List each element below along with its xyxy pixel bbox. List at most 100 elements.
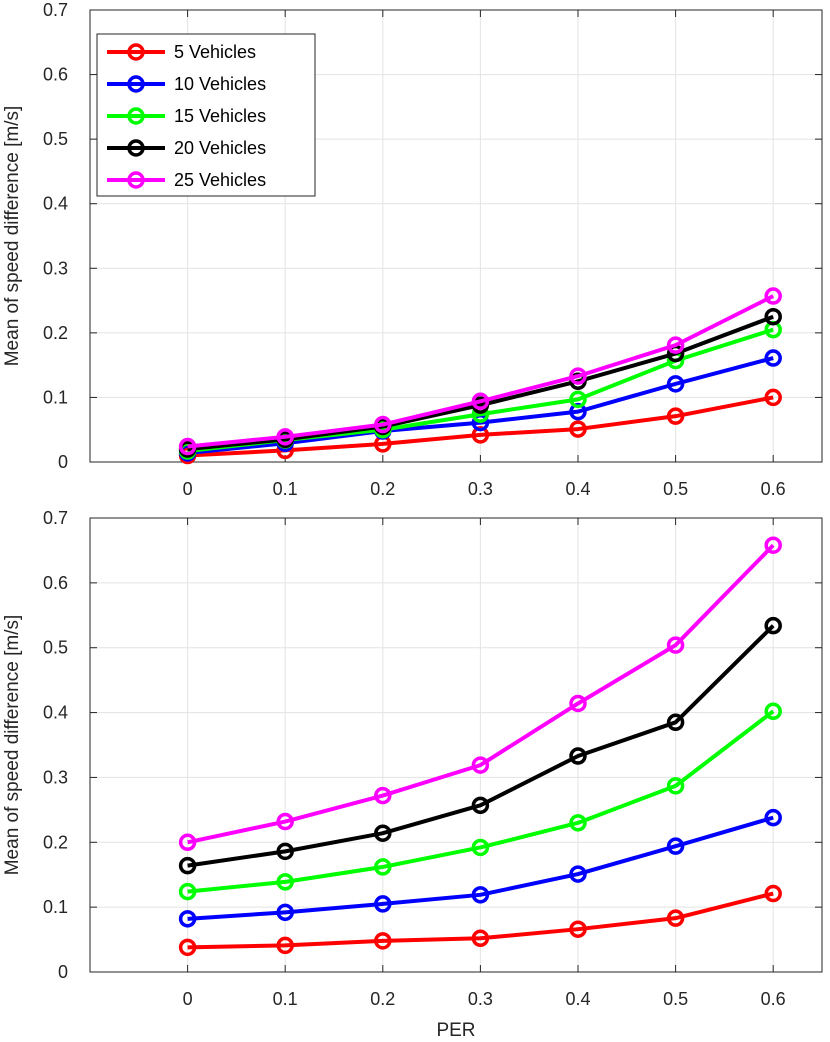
data-point bbox=[276, 812, 294, 831]
data-point bbox=[764, 307, 782, 326]
data-point bbox=[666, 336, 685, 354]
y-tick-label: 0.1 bbox=[43, 387, 68, 407]
series-line bbox=[187, 891, 774, 950]
data-point bbox=[178, 437, 197, 456]
y-tick-label: 0.2 bbox=[43, 832, 68, 852]
legend-label: 15 Vehicles bbox=[174, 106, 266, 126]
data-point bbox=[666, 777, 685, 795]
x-tick-label: 0.2 bbox=[370, 989, 395, 1009]
y-axis-label: Mean of speed difference [m/s] bbox=[2, 615, 23, 876]
data-point bbox=[569, 747, 587, 765]
chart-bottom: 0 0.1 0.2 0.3 0.4 0.5 0.6 0 0.1 0.2 0.3 0.4 0.5 0.6 0.… bbox=[2, 508, 823, 1041]
data-point bbox=[569, 420, 587, 438]
x-tick-label: 0.3 bbox=[468, 989, 493, 1009]
data-point bbox=[374, 858, 392, 876]
data-point bbox=[666, 713, 685, 732]
legend-label: 20 Vehicles bbox=[174, 138, 266, 158]
data-point bbox=[471, 886, 490, 904]
legend-marker bbox=[127, 171, 145, 189]
y-tick-label: 0.6 bbox=[43, 573, 68, 593]
data-point bbox=[666, 407, 685, 425]
data-point bbox=[764, 388, 782, 407]
data-point bbox=[178, 833, 197, 852]
legend-label: 5 Vehicles bbox=[174, 42, 256, 62]
data-point bbox=[276, 936, 294, 955]
data-point bbox=[178, 856, 197, 875]
data-point bbox=[569, 865, 587, 883]
data-point bbox=[569, 367, 587, 385]
data-point bbox=[374, 932, 392, 950]
data-point bbox=[569, 920, 587, 938]
data-point bbox=[276, 842, 294, 861]
y-axis-label: Mean of speed difference [m/s] bbox=[2, 106, 23, 367]
legend-marker bbox=[127, 107, 145, 125]
data-point bbox=[471, 796, 490, 815]
series-line bbox=[187, 294, 775, 449]
x-tick-label: 0.6 bbox=[761, 989, 786, 1009]
data-point bbox=[666, 837, 685, 855]
legend-marker bbox=[127, 43, 145, 61]
data-point bbox=[764, 349, 782, 367]
series-line bbox=[187, 815, 774, 921]
data-point bbox=[374, 895, 392, 913]
data-point bbox=[764, 616, 782, 635]
y-tick-label: 0.3 bbox=[43, 258, 68, 278]
data-point bbox=[666, 909, 685, 927]
chart-top: 0 0.1 0.2 0.3 0.4 0.5 0.6 0 0.1 0.2 0.3 0.4 0.5 0.6 0.… bbox=[2, 0, 823, 499]
data-point bbox=[471, 838, 490, 857]
data-point bbox=[764, 536, 782, 554]
y-tick-label: 0.4 bbox=[43, 194, 68, 214]
y-tick-label: 0.6 bbox=[43, 65, 68, 85]
x-tick-label: 0.5 bbox=[663, 989, 688, 1009]
data-point bbox=[764, 287, 782, 305]
data-point bbox=[374, 786, 392, 805]
data-point bbox=[569, 814, 587, 832]
series-line bbox=[187, 709, 775, 894]
data-point bbox=[666, 636, 685, 654]
y-tick-label: 0 bbox=[58, 962, 68, 982]
data-point bbox=[764, 702, 782, 721]
y-tick-label: 0.5 bbox=[43, 129, 68, 149]
data-point bbox=[178, 938, 197, 957]
data-point bbox=[471, 929, 490, 948]
legend-marker bbox=[127, 139, 145, 157]
y-tick-label: 0.4 bbox=[43, 703, 68, 723]
plot-area bbox=[90, 518, 822, 972]
x-axis-label: PER bbox=[436, 1020, 475, 1041]
axes-box bbox=[89, 517, 823, 973]
x-tick-label: 0.3 bbox=[468, 479, 493, 499]
y-tick-label: 0.5 bbox=[43, 638, 68, 658]
y-tick-label: 0.7 bbox=[43, 0, 68, 20]
x-tick-label: 0.2 bbox=[370, 479, 395, 499]
data-point bbox=[764, 884, 782, 903]
y-tick-label: 0 bbox=[58, 452, 68, 472]
data-point bbox=[569, 694, 587, 713]
x-tick-label: 0.4 bbox=[565, 989, 590, 1009]
data-point bbox=[569, 390, 587, 409]
data-point bbox=[276, 903, 294, 922]
data-point bbox=[374, 824, 392, 842]
y-tick-label: 0.7 bbox=[43, 508, 68, 528]
x-tick-label: 0 bbox=[183, 989, 193, 1009]
x-tick-label: 0 bbox=[183, 479, 193, 499]
data-point bbox=[374, 415, 392, 434]
data-point bbox=[178, 910, 197, 928]
data-point bbox=[666, 375, 685, 393]
y-tick-label: 0.2 bbox=[43, 323, 68, 343]
data-point bbox=[276, 428, 294, 446]
axes-box bbox=[89, 9, 823, 463]
y-tick-label: 0.1 bbox=[43, 897, 68, 917]
legend-label: 10 Vehicles bbox=[174, 74, 266, 94]
x-tick-label: 0.6 bbox=[761, 479, 786, 499]
legend-marker bbox=[127, 75, 145, 93]
data-point bbox=[471, 392, 490, 411]
x-tick-label: 0.5 bbox=[663, 479, 688, 499]
data-point bbox=[276, 873, 294, 891]
data-point bbox=[471, 756, 490, 774]
data-point bbox=[764, 808, 782, 827]
series-line bbox=[187, 543, 775, 845]
x-tick-label: 0.1 bbox=[273, 989, 298, 1009]
x-tick-label: 0.1 bbox=[273, 479, 298, 499]
data-point bbox=[178, 882, 197, 901]
